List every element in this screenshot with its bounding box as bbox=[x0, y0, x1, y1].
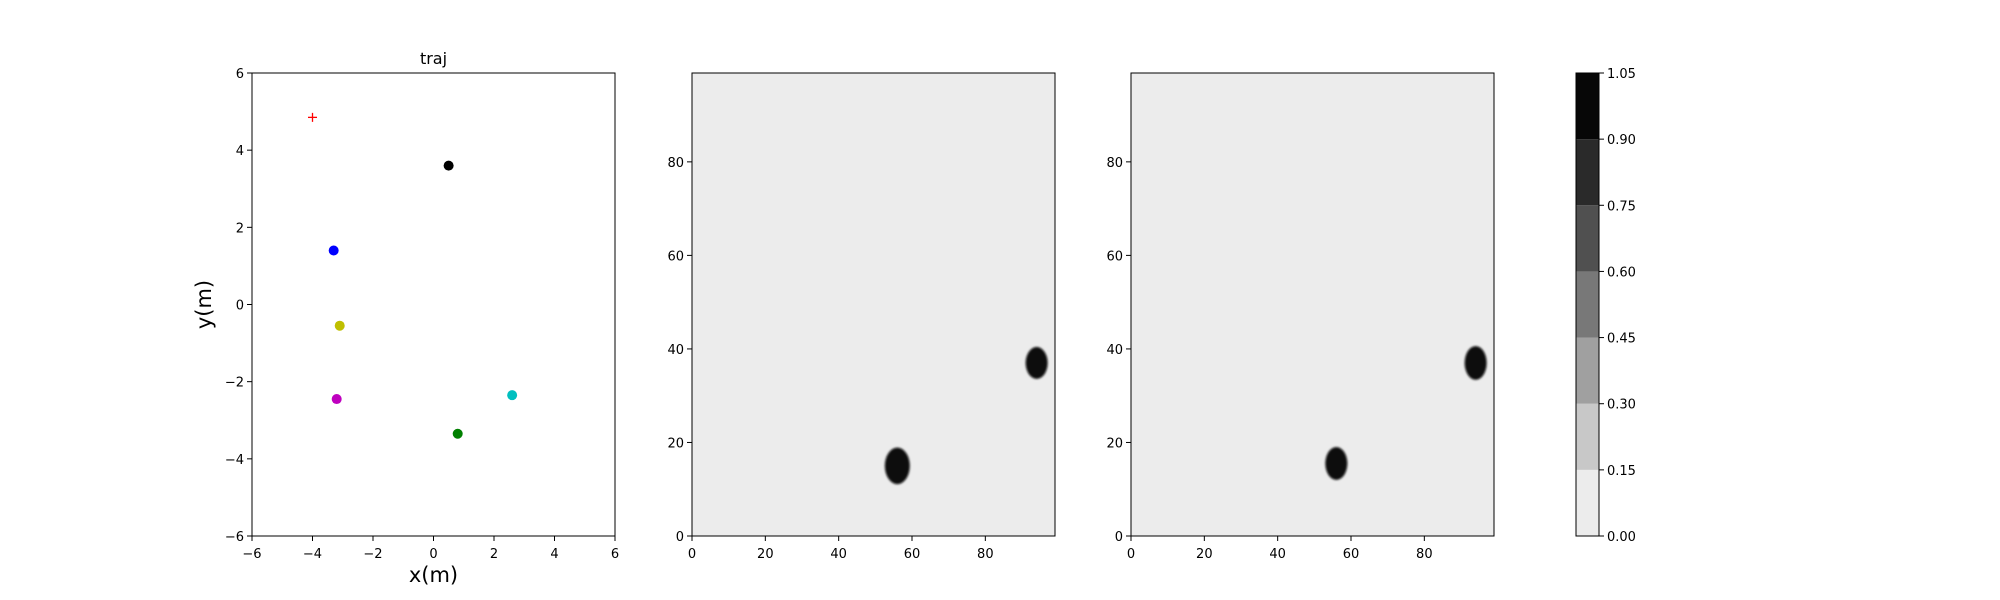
colorbar-band bbox=[1576, 205, 1599, 272]
map-a-y-ticks: 0 20 40 60 80 bbox=[667, 156, 692, 545]
colorbar-tick-label: 0.45 bbox=[1607, 332, 1636, 347]
map-panel-a: 0 20 40 60 80 0 20 40 60 80 bbox=[667, 72, 1056, 562]
traj-y-tick-label: 4 bbox=[236, 144, 244, 159]
map-b-background bbox=[1131, 73, 1494, 536]
traj-x-ticks: −6 −4 −2 0 2 4 6 bbox=[242, 536, 619, 562]
traj-y-tick-label: −6 bbox=[225, 530, 244, 545]
map-a-y-tick-label: 80 bbox=[667, 156, 684, 171]
traj-plot-area bbox=[252, 73, 615, 536]
traj-x-tick-label: −2 bbox=[363, 547, 382, 562]
colorbar-bands bbox=[1576, 73, 1599, 536]
traj-y-tick-label: −2 bbox=[225, 376, 244, 391]
colorbar: 0.00 0.15 0.30 0.45 0.60 0.75 0.90 1.05 bbox=[1575, 67, 1636, 545]
map-a-x-tick-label: 80 bbox=[977, 547, 994, 562]
map-panel-b: 0 20 40 60 80 0 20 40 60 80 bbox=[1106, 72, 1495, 562]
map-b-x-tick-label: 0 bbox=[1127, 547, 1135, 562]
traj-x-tick-label: 4 bbox=[550, 547, 558, 562]
traj-point bbox=[443, 160, 454, 171]
colorbar-tick-label: 0.30 bbox=[1607, 398, 1636, 413]
map-a-x-tick-label: 20 bbox=[757, 547, 774, 562]
traj-point bbox=[507, 390, 518, 401]
traj-y-tick-label: −4 bbox=[225, 453, 244, 468]
colorbar-tick-label: 1.05 bbox=[1607, 67, 1636, 82]
map-a-y-tick-label: 40 bbox=[667, 343, 684, 358]
traj-title: traj bbox=[420, 49, 447, 68]
map-b-y-tick-label: 40 bbox=[1106, 343, 1123, 358]
map-b-x-tick-label: 80 bbox=[1416, 547, 1433, 562]
traj-panel: traj −6 −4 −2 0 2 4 6 −6 −4 −2 0 2 4 6 x(m) y(m) bbox=[192, 49, 619, 587]
colorbar-band bbox=[1576, 271, 1599, 338]
map-a-obstacle-blob bbox=[1025, 347, 1048, 379]
map-b-y-tick-label: 60 bbox=[1106, 249, 1123, 264]
map-a-blobs bbox=[884, 347, 1048, 485]
traj-x-tick-label: −4 bbox=[303, 547, 322, 562]
traj-x-tick-label: −6 bbox=[242, 547, 261, 562]
colorbar-band bbox=[1576, 469, 1599, 536]
map-b-x-tick-label: 60 bbox=[1343, 547, 1360, 562]
map-b-y-tick-label: 0 bbox=[1115, 530, 1123, 545]
colorbar-tick-label: 0.60 bbox=[1607, 265, 1636, 280]
traj-x-tick-label: 0 bbox=[429, 547, 437, 562]
colorbar-ticks: 0.00 0.15 0.30 0.45 0.60 0.75 0.90 1.05 bbox=[1599, 67, 1636, 545]
map-b-x-tick-label: 40 bbox=[1269, 547, 1286, 562]
map-a-y-tick-label: 60 bbox=[667, 249, 684, 264]
map-b-y-tick-label: 20 bbox=[1106, 436, 1123, 451]
colorbar-tick-label: 0.15 bbox=[1607, 464, 1636, 479]
traj-point bbox=[331, 394, 342, 405]
traj-y-axis-label: y(m) bbox=[192, 280, 216, 329]
traj-point bbox=[334, 320, 345, 331]
map-b-y-ticks: 0 20 40 60 80 bbox=[1106, 156, 1131, 545]
map-a-y-tick-label: 20 bbox=[667, 436, 684, 451]
map-a-y-tick-label: 0 bbox=[676, 530, 684, 545]
traj-point bbox=[452, 428, 463, 439]
colorbar-tick-label: 0.75 bbox=[1607, 199, 1636, 214]
colorbar-band bbox=[1576, 139, 1599, 206]
traj-x-tick-label: 2 bbox=[490, 547, 498, 562]
colorbar-tick-label: 0.90 bbox=[1607, 133, 1636, 148]
map-b-y-tick-label: 80 bbox=[1106, 156, 1123, 171]
map-a-frame bbox=[691, 72, 1056, 537]
map-a-x-ticks: 0 20 40 60 80 bbox=[688, 536, 994, 562]
map-b-frame bbox=[1130, 72, 1495, 537]
map-b-obstacle-blob bbox=[1464, 346, 1487, 380]
traj-points bbox=[308, 112, 518, 439]
map-a-x-tick-label: 60 bbox=[904, 547, 921, 562]
traj-y-tick-label: 2 bbox=[236, 221, 244, 236]
map-b-x-ticks: 0 20 40 60 80 bbox=[1127, 536, 1433, 562]
colorbar-frame bbox=[1575, 72, 1600, 537]
map-b-blobs bbox=[1325, 346, 1487, 480]
map-a-obstacle-blob bbox=[884, 447, 910, 485]
traj-point bbox=[328, 245, 339, 256]
traj-y-ticks: −6 −4 −2 0 2 4 6 bbox=[225, 67, 252, 545]
colorbar-band bbox=[1576, 337, 1599, 404]
traj-x-tick-label: 6 bbox=[611, 547, 619, 562]
map-a-x-tick-label: 40 bbox=[830, 547, 847, 562]
colorbar-band bbox=[1576, 403, 1599, 470]
traj-y-tick-label: 0 bbox=[236, 299, 244, 314]
map-a-x-tick-label: 0 bbox=[688, 547, 696, 562]
map-b-x-tick-label: 20 bbox=[1196, 547, 1213, 562]
map-a-background bbox=[692, 73, 1055, 536]
colorbar-tick-label: 0.00 bbox=[1607, 530, 1636, 545]
traj-point-plus bbox=[308, 112, 317, 122]
colorbar-band bbox=[1576, 73, 1599, 140]
map-b-obstacle-blob bbox=[1325, 447, 1348, 480]
traj-x-axis-label: x(m) bbox=[409, 563, 458, 587]
traj-y-tick-label: 6 bbox=[236, 67, 244, 82]
